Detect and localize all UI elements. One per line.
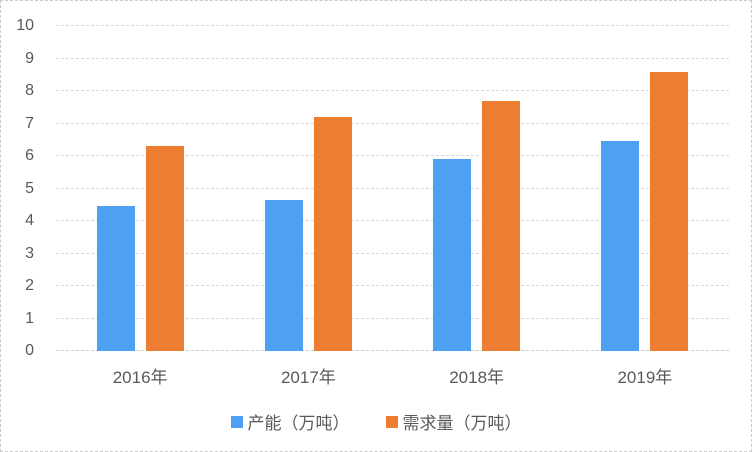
bar-需求量（万吨）-2019年 [650,71,689,351]
legend-label: 产能（万吨） [247,414,350,433]
legend-item: 产能（万吨） [230,409,350,434]
y-tick-label: 1 [25,309,34,327]
gridline [56,220,729,221]
gridline [56,122,729,124]
x-tick-label: 2016年 [112,368,168,387]
y-tick-label: 4 [25,212,34,229]
gridline [56,350,729,351]
bar-产能（万吨）-2017年 [264,199,303,351]
bar-需求量（万吨）-2017年 [313,117,352,351]
bar-需求量（万吨）-2018年 [482,100,521,351]
y-tick-label: 7 [25,114,34,132]
gridline [56,285,729,286]
y-tick-label: 5 [25,179,34,197]
y-tick-label: 2 [25,277,34,294]
gridline [56,252,729,254]
x-tick-label: 2018年 [449,368,505,387]
legend-label: 需求量（万吨） [402,414,522,433]
y-tick-label: 8 [25,82,34,99]
gridline [56,25,729,26]
x-tick-label: 2017年 [280,368,336,387]
bar-产能（万吨）-2018年 [433,159,472,351]
y-tick-label: 10 [16,17,34,34]
bar-产能（万吨）-2016年 [96,206,135,351]
gridline [56,57,729,59]
legend: 产能（万吨） 需求量（万吨） [1,409,751,434]
x-tick-label: 2019年 [617,368,673,387]
plot-area [56,25,729,351]
y-tick-label: 3 [25,244,34,262]
x-axis-labels: 2016年 2017年 2018年 2019年 [56,363,729,389]
legend-item: 需求量（万吨） [385,409,522,434]
legend-swatch [385,415,398,428]
bar-产能（万吨）-2019年 [601,141,640,351]
gridline [56,317,729,319]
y-axis-labels: 0 1 2 3 4 5 6 7 8 9 10 [1,1,34,451]
bar-需求量（万吨）-2016年 [145,146,184,351]
gridline [56,90,729,91]
gridline [56,155,729,156]
gridline [56,187,729,189]
y-tick-label: 9 [25,49,34,67]
y-tick-label: 0 [25,342,34,359]
y-tick-label: 6 [25,147,34,164]
legend-swatch [230,415,243,428]
